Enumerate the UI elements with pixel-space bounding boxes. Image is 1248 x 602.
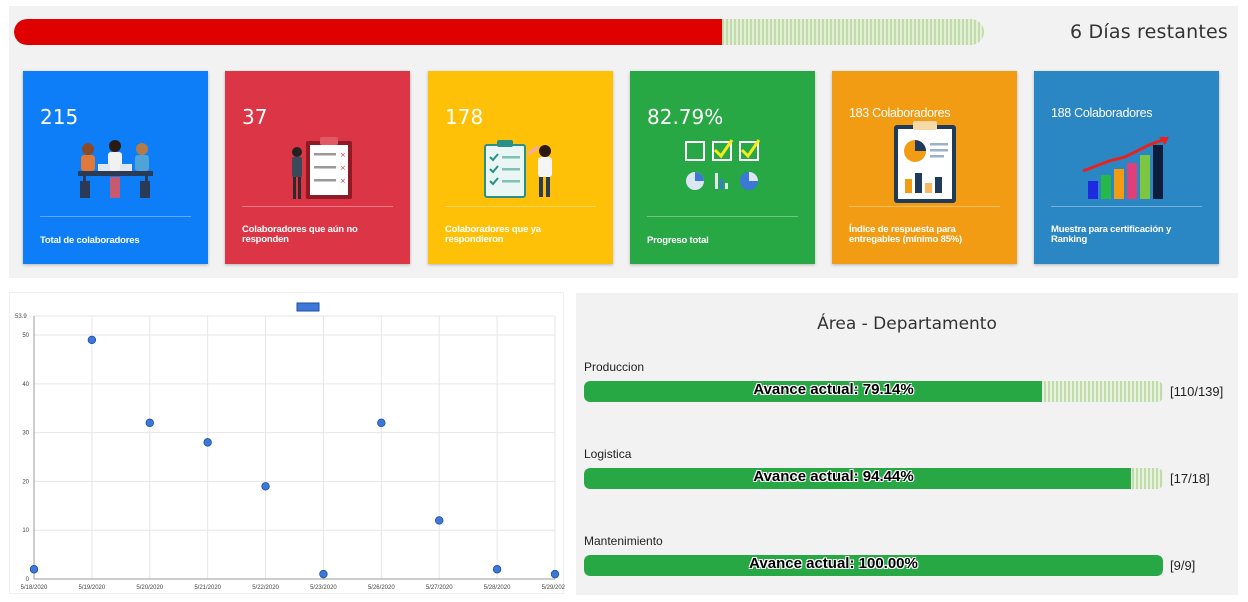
department-name: Produccion xyxy=(584,360,645,374)
data-point xyxy=(435,516,444,525)
card-value: 215 xyxy=(40,105,79,129)
card-responded-collaborators[interactable]: 178 Colaboradores que ya respondieron xyxy=(428,71,613,264)
y-tick-label: 0 xyxy=(26,577,30,583)
department-row-logistica: Logistica Avance actual: 94.44% [17/18] xyxy=(584,447,1234,507)
card-caption: Progreso total xyxy=(647,235,709,246)
card-divider xyxy=(647,216,798,217)
card-pending-collaborators[interactable]: 37 × × × Colaboradores que aún no respon… xyxy=(225,71,410,264)
department-progress-panel: Área - Departamento Produccion Avance ac… xyxy=(576,293,1238,595)
department-progress-label: Avance actual: 94.44% xyxy=(753,468,914,485)
data-point xyxy=(550,569,560,579)
y-tick-label: 40 xyxy=(22,382,29,388)
card-caption: Colaboradores que ya respondieron xyxy=(445,224,541,245)
x-tick-label: 5/20/2020 xyxy=(136,585,163,591)
card-divider xyxy=(1051,206,1202,207)
people-meeting-icon xyxy=(78,140,153,198)
department-count: [9/9] xyxy=(1170,558,1196,573)
department-progress-bar xyxy=(584,381,1163,402)
x-tick-label: 5/18/2020 xyxy=(21,585,48,591)
department-progress-label: Avance actual: 100.00% xyxy=(749,555,918,572)
card-divider xyxy=(242,206,393,207)
card-certification-sample[interactable]: 188 Colaboradores Muestra para certifica… xyxy=(1034,71,1219,264)
department-count: [110/139] xyxy=(1170,384,1224,399)
data-point xyxy=(261,482,270,491)
card-value: 183 Colaboradores xyxy=(849,106,951,120)
department-name: Mantenimiento xyxy=(584,534,663,548)
x-tick-label: 5/27/2020 xyxy=(426,585,453,591)
department-progress-bar xyxy=(584,468,1163,489)
department-count: [17/18] xyxy=(1170,471,1210,486)
svg-text:×: × xyxy=(340,177,346,185)
time-progress-fill xyxy=(14,19,723,45)
department-panel-title: Área - Departamento xyxy=(817,314,997,334)
y-tick-label: 30 xyxy=(22,431,29,437)
growth-bars-icon xyxy=(1082,137,1169,199)
card-response-index[interactable]: 183 Colaboradores Índice de respuesta pa… xyxy=(832,71,1017,264)
card-caption: Índice de respuesta para entregables (mí… xyxy=(849,224,962,245)
department-row-mantenimiento: Mantenimiento Avance actual: 100.00% [9/… xyxy=(584,534,1234,594)
department-progress-bar xyxy=(584,555,1163,576)
checkboxes-charts-icon xyxy=(685,139,761,190)
card-total-progress[interactable]: 82.79% Progreso total xyxy=(630,71,815,264)
x-tick-label: 5/29/2020 xyxy=(542,585,565,591)
department-progress-label: Avance actual: 79.14% xyxy=(753,381,914,398)
card-value: 82.79% xyxy=(647,105,724,129)
card-caption: Muestra para certificación y Ranking xyxy=(1051,224,1172,245)
data-point xyxy=(145,418,154,428)
data-point xyxy=(203,438,212,447)
checklist-icon xyxy=(484,140,552,198)
report-board-icon xyxy=(894,121,956,203)
y-max-label: 53.9 xyxy=(15,314,27,320)
card-total-collaborators[interactable]: 215 Total de colaboradores xyxy=(23,71,208,264)
x-tick-label: 5/26/2020 xyxy=(368,585,395,591)
department-progress-fill xyxy=(584,381,1043,402)
x-tick-label: 5/23/2020 xyxy=(310,585,337,591)
data-point xyxy=(87,335,97,345)
y-tick-label: 20 xyxy=(22,479,29,485)
legend-swatch xyxy=(296,302,320,312)
department-progress-fill xyxy=(584,555,1163,576)
card-caption: Colaboradores que aún no responden xyxy=(242,224,358,245)
department-progress-fill xyxy=(584,468,1131,489)
clipboard-x-icon: × × × xyxy=(292,137,352,199)
summary-panel: 6 Días restantes 215 Total de colaborado… xyxy=(9,6,1238,278)
x-tick-label: 5/22/2020 xyxy=(252,585,279,591)
chart-canvas: 0 10 20 30 40 50 53.9 5/18/2020 5/19/2020 5/20/20… xyxy=(15,302,565,591)
card-value: 188 Colaboradores xyxy=(1051,106,1153,120)
card-divider xyxy=(849,206,1000,207)
card-caption: Total de colaboradores xyxy=(40,235,140,246)
card-value: 37 xyxy=(242,105,268,129)
data-point xyxy=(377,418,386,428)
responses-scatter-chart: 0 10 20 30 40 50 53.9 5/18/2020 5/19/2020 5/20/20… xyxy=(9,292,565,594)
card-divider xyxy=(445,206,596,207)
data-point xyxy=(29,565,39,574)
x-tick-label: 5/21/2020 xyxy=(194,585,221,591)
data-point xyxy=(492,565,502,574)
x-tick-label: 5/28/2020 xyxy=(484,585,511,591)
y-tick-label: 10 xyxy=(22,528,29,534)
svg-text:×: × xyxy=(340,151,346,159)
data-point xyxy=(319,569,328,579)
days-remaining-label: 6 Días restantes xyxy=(1070,21,1228,43)
department-name: Logistica xyxy=(584,447,632,461)
department-row-produccion: Produccion Avance actual: 79.14% [110/13… xyxy=(584,360,1234,420)
svg-text:×: × xyxy=(340,164,346,172)
card-divider xyxy=(40,216,191,217)
time-progress-bar xyxy=(14,19,984,45)
card-value: 178 xyxy=(445,105,484,129)
y-tick-label: 50 xyxy=(22,333,29,339)
x-tick-label: 5/19/2020 xyxy=(79,585,106,591)
